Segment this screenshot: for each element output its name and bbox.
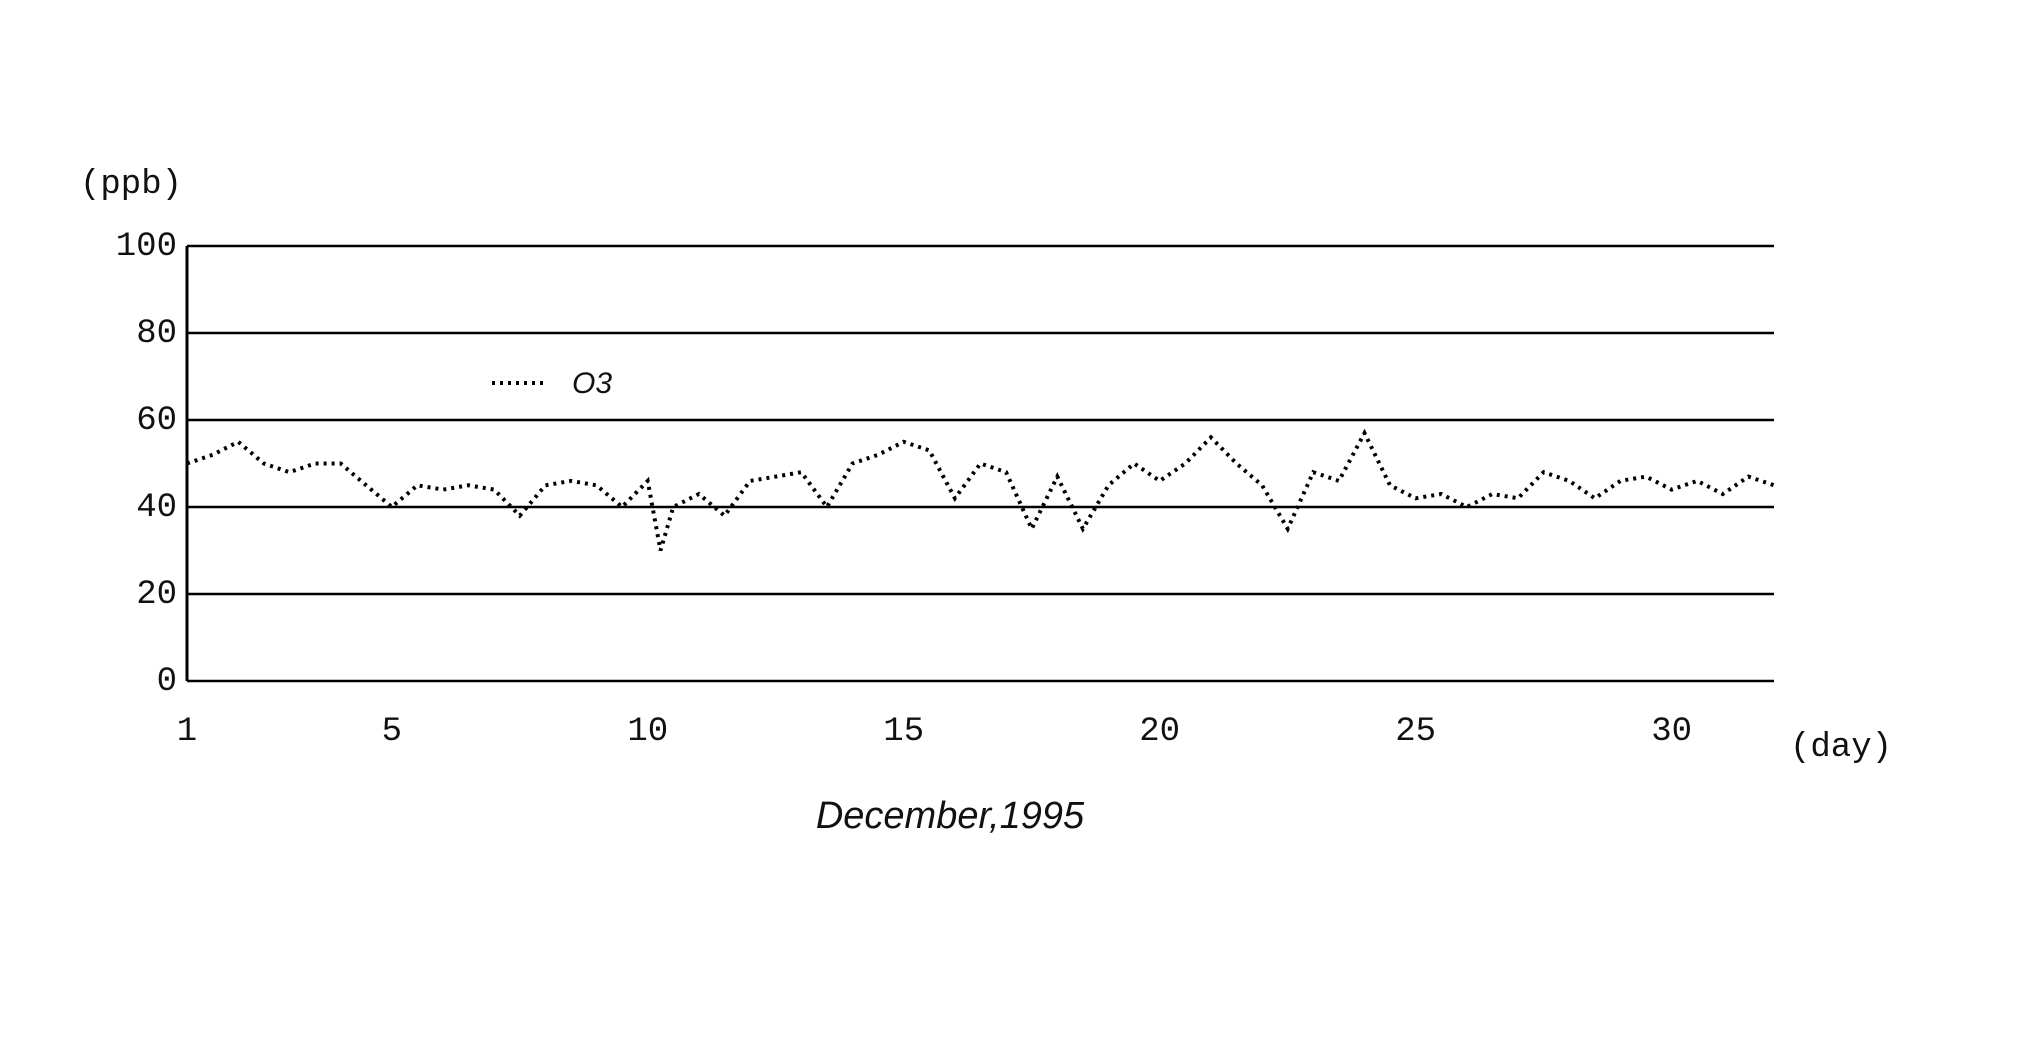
legend-label: O3 xyxy=(572,367,612,400)
x-tick-label: 15 xyxy=(883,713,924,751)
y-tick-label: 20 xyxy=(136,576,177,614)
x-axis-label: December,1995 xyxy=(816,795,1085,837)
y-tick-label: 80 xyxy=(136,315,177,353)
x-unit-label: (day) xyxy=(1790,729,1892,767)
x-tick-label: 20 xyxy=(1139,713,1180,751)
y-tick-label: 40 xyxy=(136,489,177,527)
y-tick-label: 60 xyxy=(136,402,177,440)
x-tick-label: 10 xyxy=(627,713,668,751)
x-tick-label: 1 xyxy=(177,713,197,751)
y-tick-label: 0 xyxy=(157,663,177,701)
x-tick-label: 30 xyxy=(1651,713,1692,751)
x-tick-label: 5 xyxy=(382,713,402,751)
x-tick-label: 25 xyxy=(1395,713,1436,751)
y-axis-label: (ppb) xyxy=(80,166,182,204)
y-tick-label: 100 xyxy=(116,228,177,266)
data-line xyxy=(186,428,1775,552)
